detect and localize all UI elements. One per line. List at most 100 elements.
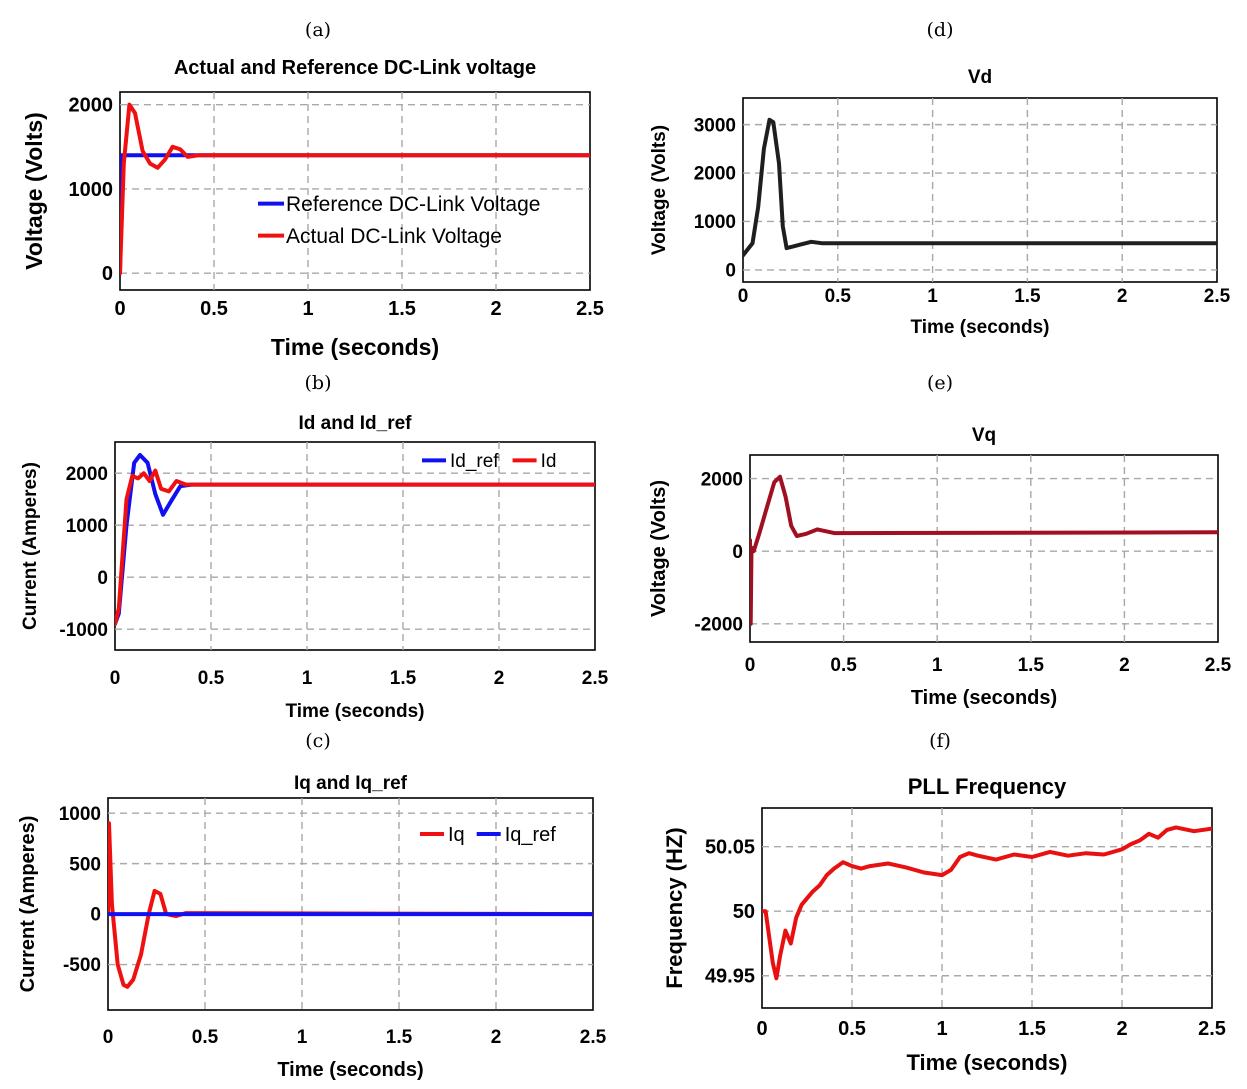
x-tick-label: 0.5 xyxy=(200,298,228,320)
x-tick-label: 2.5 xyxy=(582,668,609,689)
panel-label: (a) xyxy=(305,19,331,41)
x-tick-label: 1.5 xyxy=(1018,1018,1046,1040)
panel-label: (b) xyxy=(305,372,332,394)
x-tick-label: 2.5 xyxy=(580,1027,607,1048)
x-tick-label: 1 xyxy=(936,1018,947,1040)
y-tick-label: 50.05 xyxy=(705,837,755,859)
y-tick-label: 2000 xyxy=(701,469,743,490)
plot-area xyxy=(742,97,1218,283)
x-tick-label: 1 xyxy=(297,1027,308,1048)
series-line-vq xyxy=(750,474,1218,626)
grid xyxy=(115,442,595,650)
series-group xyxy=(108,821,593,989)
chart-title: Actual and Reference DC-Link voltage xyxy=(174,57,536,79)
x-tick-label: 1 xyxy=(927,286,938,307)
legend: Reference DC-Link Voltage Actual DC-Link … xyxy=(258,193,540,248)
plot-area xyxy=(114,441,596,651)
series-line-pll-frequency xyxy=(762,825,1212,981)
x-axis-label: Time (seconds) xyxy=(277,1059,423,1081)
plot-area xyxy=(749,454,1219,643)
chart-title: Vd xyxy=(968,67,992,88)
grid xyxy=(762,808,1212,1008)
series-line-actual-dc-link-voltage xyxy=(120,102,590,276)
grid xyxy=(750,455,1218,642)
y-axis-label: Voltage (Volts) xyxy=(21,112,47,270)
chart-panel-c: (c) Iq and Iq_ref 0 0.5 1 1.5 2 2.5 -500 0 500 1000… xyxy=(17,730,607,1081)
x-tick-label: 0 xyxy=(756,1018,767,1040)
x-tick-label: 1 xyxy=(302,298,313,320)
legend-entry: Iq xyxy=(448,824,465,846)
chart-title: Id and Id_ref xyxy=(299,413,413,434)
legend-entry: Iq_ref xyxy=(505,824,557,846)
legend: Iq Iq_ref xyxy=(420,824,556,846)
series-group xyxy=(762,825,1212,981)
y-tick-label: 500 xyxy=(69,854,101,875)
series-line-vd xyxy=(743,117,1217,258)
x-tick-label: 2.5 xyxy=(1198,1018,1226,1040)
series-group xyxy=(743,117,1217,258)
x-tick-label: 1.5 xyxy=(390,668,417,689)
x-axis-label: Time (seconds) xyxy=(285,701,424,722)
y-axis-label: Voltage (Volts) xyxy=(649,125,670,255)
y-tick-label: 1000 xyxy=(59,804,101,825)
chart-panel-f: (f) PLL Frequency 0 0.5 1 1.5 2 2.5 49.95 50 50.05… xyxy=(662,730,1226,1075)
x-tick-label: 2 xyxy=(1119,655,1130,676)
y-tick-label: 0 xyxy=(102,263,113,285)
panel-label: (d) xyxy=(927,19,954,41)
plot-area xyxy=(119,91,591,291)
y-tick-label: 1000 xyxy=(66,516,108,537)
series-line-id xyxy=(115,468,595,626)
grid xyxy=(743,98,1217,282)
x-tick-label: 2 xyxy=(491,1027,502,1048)
chart-panel-a: (a) Actual and Reference DC-Link voltage 0… xyxy=(21,19,604,360)
x-axis-label: Time (seconds) xyxy=(271,334,439,360)
y-axis-label: Current (Amperes) xyxy=(20,462,41,630)
chart-panel-d: (d) Vd 0 0.5 1 1.5 2 2.5 0 1000 2000 3000 Time (seco… xyxy=(649,19,1231,338)
y-tick-label: 2000 xyxy=(69,95,114,117)
y-axis-label: Voltage (Volts) xyxy=(648,480,670,617)
plot-area xyxy=(107,797,594,1011)
series-group xyxy=(115,453,595,626)
y-tick-label: -1000 xyxy=(59,620,108,641)
chart-title: Iq and Iq_ref xyxy=(294,773,408,794)
legend-entry: Actual DC-Link Voltage xyxy=(286,225,502,248)
x-tick-label: 2 xyxy=(494,668,505,689)
y-tick-label: 0 xyxy=(732,542,743,563)
panel-label: (f) xyxy=(929,730,951,752)
x-tick-label: 2 xyxy=(490,298,501,320)
y-tick-label: 0 xyxy=(90,905,101,926)
panel-label: (c) xyxy=(305,730,330,752)
x-tick-label: 1.5 xyxy=(1014,286,1041,307)
x-tick-label: 1 xyxy=(302,668,313,689)
y-tick-label: 3000 xyxy=(694,115,736,136)
x-axis-label: Time (seconds) xyxy=(910,317,1049,338)
y-tick-label: 1000 xyxy=(694,212,736,233)
x-tick-label: 0.5 xyxy=(830,655,857,676)
y-tick-label: 50 xyxy=(733,901,755,923)
x-tick-label: 1.5 xyxy=(388,298,416,320)
series-group xyxy=(120,102,590,276)
chart-title: PLL Frequency xyxy=(908,774,1067,799)
y-tick-label: 2000 xyxy=(694,164,736,185)
y-tick-label: 1000 xyxy=(69,179,114,201)
chart-panel-b: (b) Id and Id_ref 0 0.5 1 1.5 2 2.5 -1000 0 1000 20… xyxy=(20,372,609,722)
y-tick-label: 0 xyxy=(97,568,108,589)
x-tick-label: 1.5 xyxy=(1018,655,1045,676)
x-tick-label: 0 xyxy=(114,298,125,320)
x-tick-label: 0 xyxy=(745,655,756,676)
x-tick-label: 2.5 xyxy=(1204,286,1231,307)
x-tick-label: 1 xyxy=(932,655,943,676)
x-tick-label: 0.5 xyxy=(198,668,225,689)
x-tick-label: 0.5 xyxy=(192,1027,219,1048)
x-tick-label: 2.5 xyxy=(576,298,604,320)
x-tick-label: 2.5 xyxy=(1205,655,1232,676)
y-tick-label: 49.95 xyxy=(705,966,755,988)
y-tick-label: -500 xyxy=(63,955,101,976)
y-tick-label: -2000 xyxy=(694,614,743,635)
y-axis-label: Current (Amperes) xyxy=(17,816,39,993)
x-tick-label: 0 xyxy=(103,1027,114,1048)
legend: Id_ref Id xyxy=(422,451,556,472)
x-axis-label: Time (seconds) xyxy=(911,687,1057,709)
